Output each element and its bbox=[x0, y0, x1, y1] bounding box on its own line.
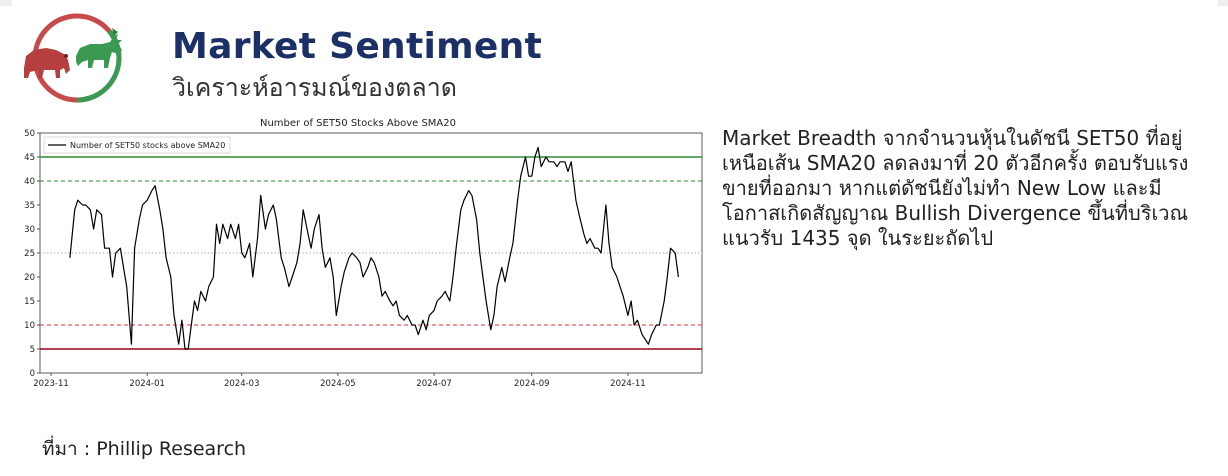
legend-box bbox=[43, 136, 231, 154]
legend: Number of SET50 stocks above SMA20 bbox=[43, 136, 231, 154]
plot-area bbox=[39, 132, 703, 374]
x-tick-label: 2024-03 bbox=[224, 379, 260, 389]
page-title: Market Sentiment bbox=[172, 26, 543, 67]
x-tick-label: 2023-11 bbox=[33, 379, 69, 389]
x-tick-label: 2024-05 bbox=[320, 379, 356, 389]
x-tick-label: 2024-09 bbox=[514, 379, 550, 389]
commentary-text: Market Breadth จากจำนวนหุ้นในดัชนี SET50… bbox=[722, 126, 1189, 250]
legend-label: Number of SET50 stocks above SMA20 bbox=[70, 141, 225, 150]
series-line bbox=[69, 146, 679, 350]
y-tick-label: 25 bbox=[24, 249, 35, 259]
line-chart: Number of SET50 Stocks Above SMA20 0 5 10 1… bbox=[24, 118, 703, 389]
x-tick-label: 2024-07 bbox=[416, 379, 452, 389]
y-tick-label: 5 bbox=[30, 345, 35, 355]
y-tick-label: 40 bbox=[24, 177, 35, 187]
y-tick-label: 50 bbox=[24, 129, 35, 139]
source-note: ที่มา : Phillip Research bbox=[42, 438, 247, 460]
bull-and-bear-logo-icon bbox=[24, 13, 122, 103]
y-tick-label: 0 bbox=[30, 369, 35, 379]
page-subtitle: วิเคราะห์อารมณ์ของตลาด bbox=[172, 73, 457, 102]
y-tick-label: 15 bbox=[24, 297, 35, 307]
y-tick-label: 20 bbox=[24, 273, 35, 283]
x-tick-label: 2024-11 bbox=[610, 379, 646, 389]
chart-title: Number of SET50 Stocks Above SMA20 bbox=[260, 118, 456, 129]
y-tick-label: 45 bbox=[24, 153, 35, 163]
y-tick-label: 35 bbox=[24, 201, 35, 211]
y-tick-label: 10 bbox=[24, 321, 35, 331]
x-tick-label: 2024-01 bbox=[129, 379, 165, 389]
y-tick-label: 30 bbox=[24, 225, 35, 235]
